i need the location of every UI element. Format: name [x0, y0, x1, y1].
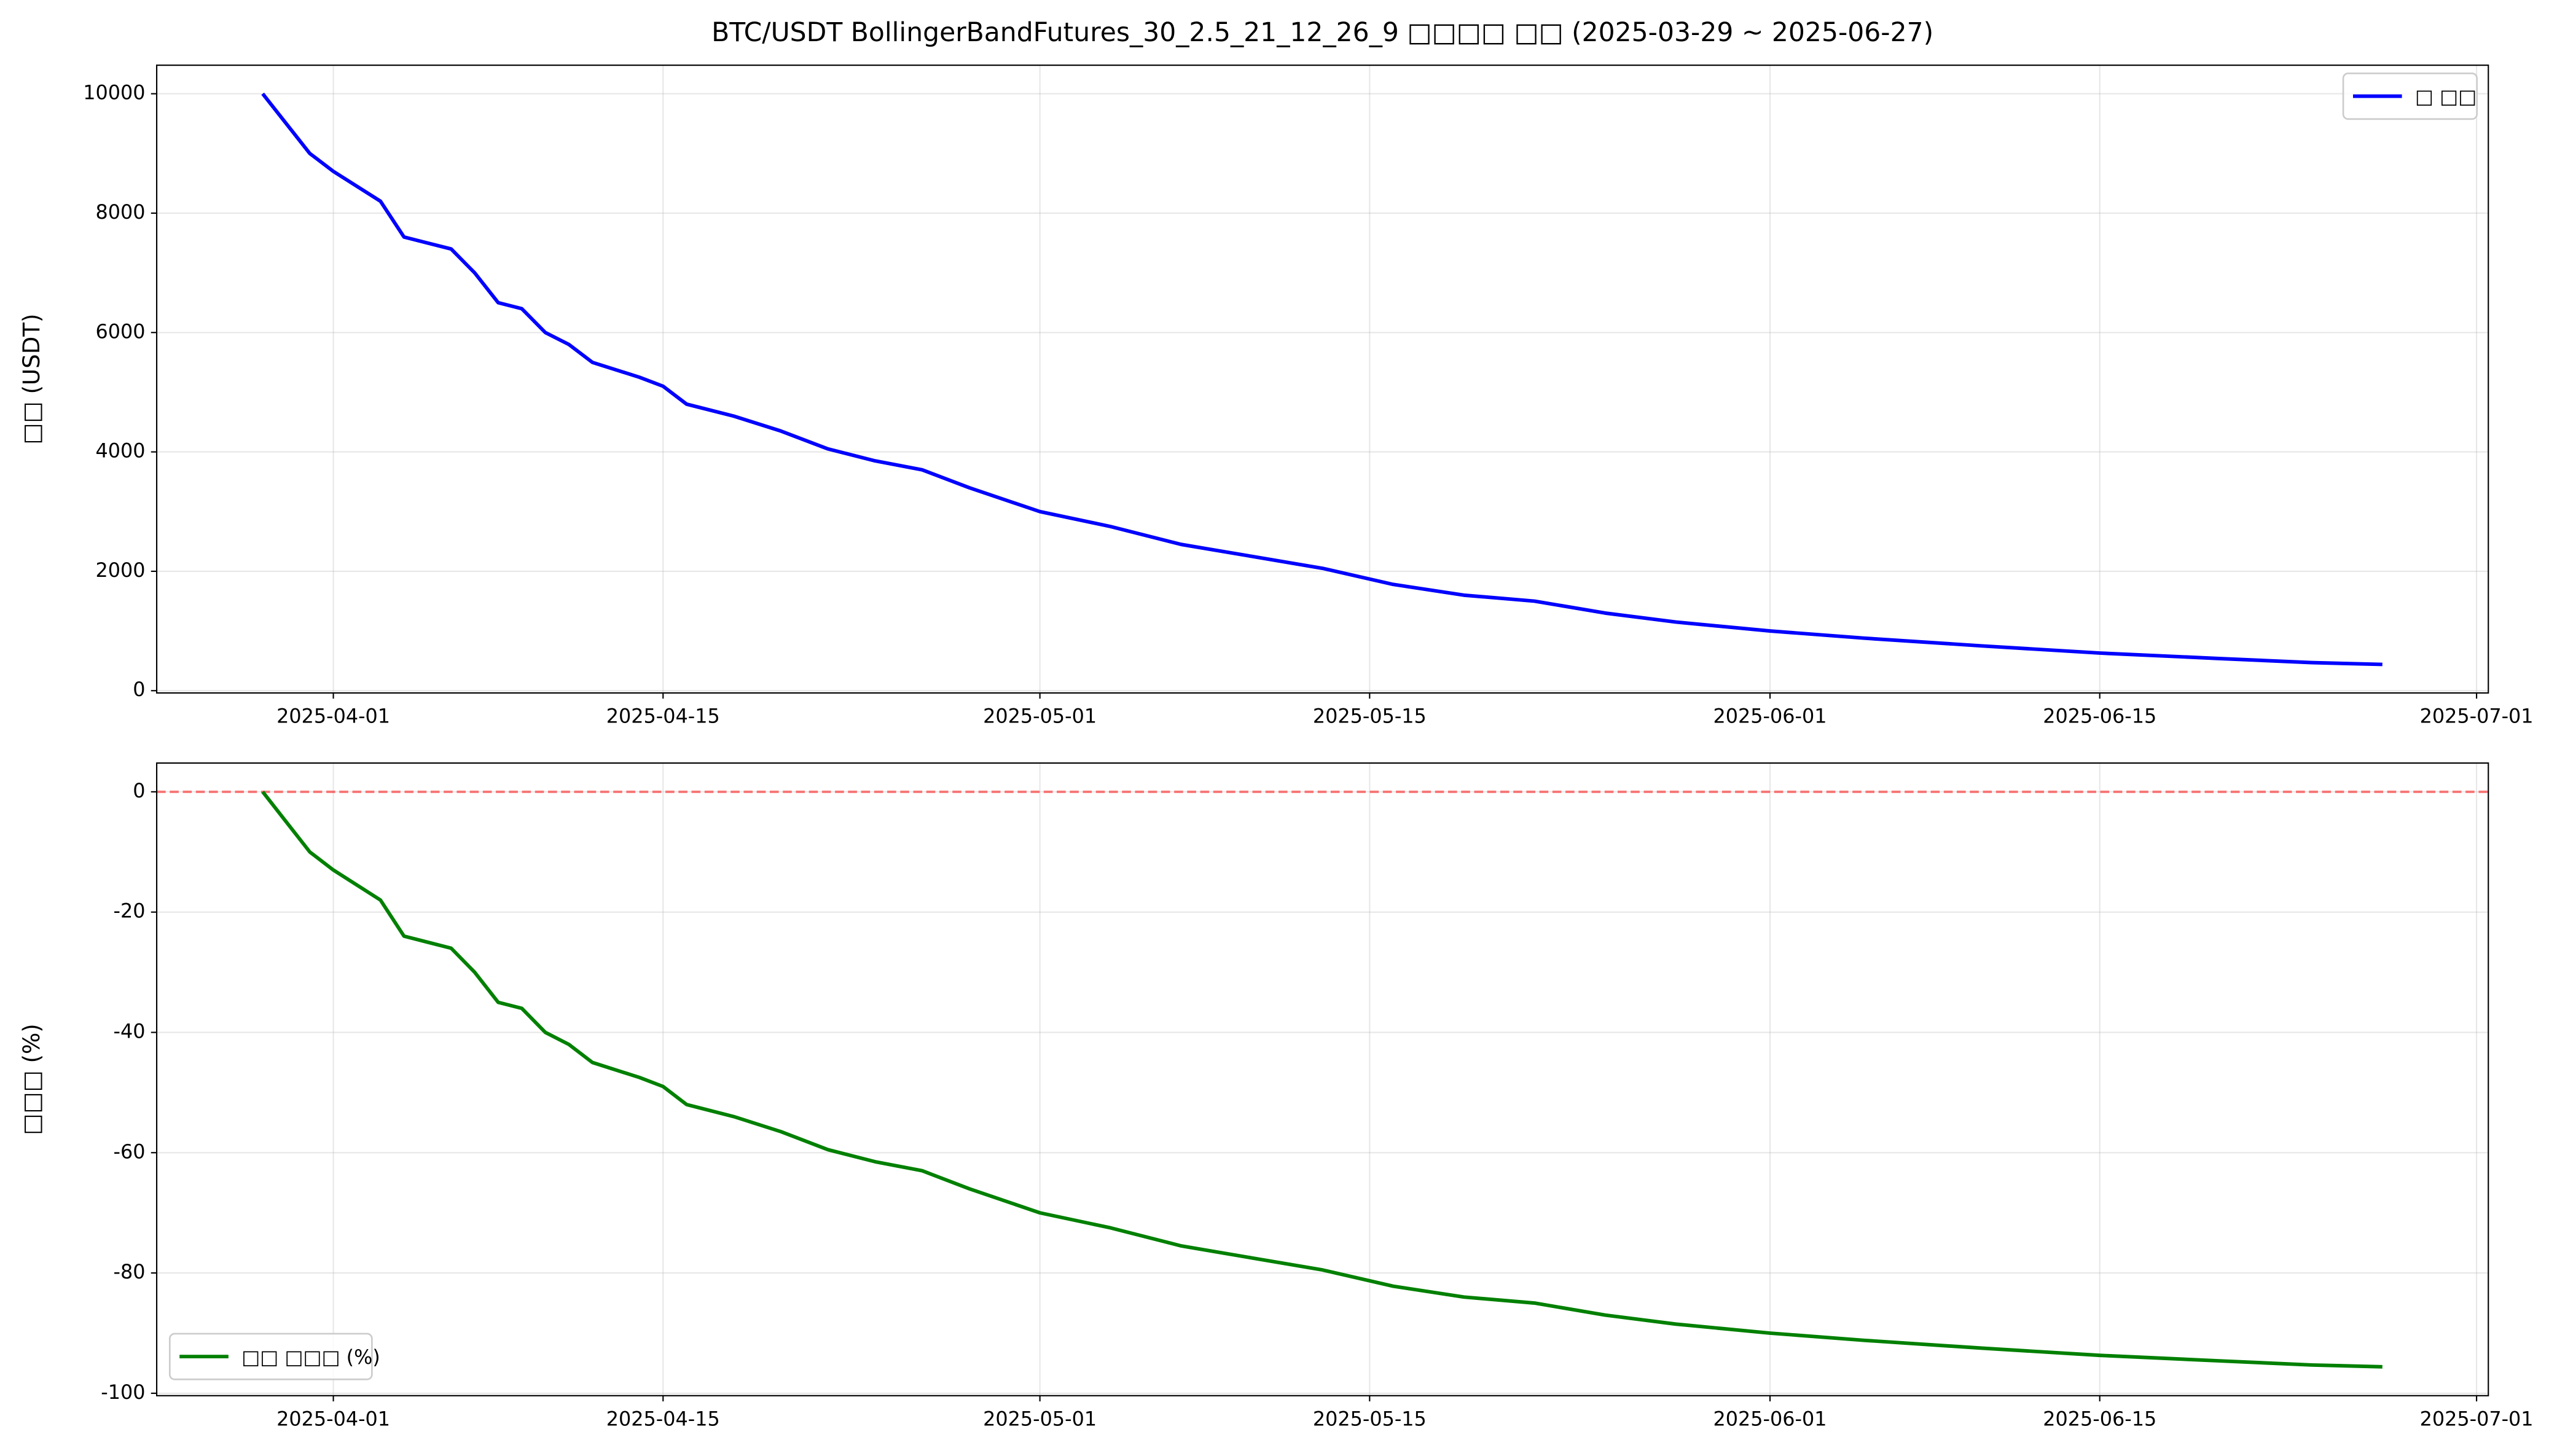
- plot-frame: [156, 65, 2489, 694]
- x-tick-label: 2025-06-01: [1713, 1407, 1827, 1431]
- plot-frame: [156, 762, 2489, 1396]
- x-tick-label: 2025-04-15: [606, 705, 720, 728]
- y-tick-label: -80: [113, 1260, 145, 1283]
- legend-label: □□ □□□ (%): [241, 1345, 380, 1369]
- x-tick-label: 2025-05-01: [983, 1407, 1097, 1431]
- x-tick-label: 2025-05-15: [1313, 1407, 1427, 1431]
- y-tick-label: -60: [113, 1140, 145, 1163]
- y-tick-label: 10000: [83, 81, 145, 104]
- x-tick-label: 2025-05-15: [1313, 705, 1427, 728]
- x-tick-label: 2025-06-15: [2043, 705, 2156, 728]
- legend-label: □ □□: [2415, 85, 2477, 108]
- y-tick-label: 8000: [95, 200, 145, 224]
- y-tick-label: 0: [133, 779, 145, 802]
- y-tick-label: -20: [113, 899, 145, 923]
- chart-title: BTC/USDT BollingerBandFutures_30_2.5_21_…: [711, 18, 1933, 48]
- y-axis-label: □□□ (%): [18, 1024, 45, 1135]
- x-tick-label: 2025-06-01: [1713, 705, 1827, 728]
- x-tick-label: 2025-04-01: [276, 1407, 390, 1431]
- x-tick-label: 2025-07-01: [2420, 705, 2534, 728]
- x-tick-label: 2025-06-15: [2043, 1407, 2156, 1431]
- y-tick-label: 6000: [95, 319, 145, 343]
- line: [261, 791, 2383, 1369]
- line: [261, 92, 2383, 667]
- y-tick-label: -100: [101, 1380, 145, 1404]
- x-tick-label: 2025-04-15: [606, 1407, 720, 1431]
- x-tick-label: 2025-04-01: [276, 705, 390, 728]
- legend-box: [2342, 72, 2478, 120]
- legend-box: [168, 1333, 373, 1380]
- y-axis-label: □□ (USDT): [18, 314, 45, 445]
- y-tick-label: -40: [113, 1019, 145, 1043]
- x-tick-label: 2025-05-01: [983, 705, 1097, 728]
- y-tick-label: 2000: [95, 558, 145, 582]
- y-tick-label: 0: [133, 678, 145, 701]
- y-tick-label: 4000: [95, 439, 145, 463]
- x-tick-label: 2025-07-01: [2420, 1407, 2534, 1431]
